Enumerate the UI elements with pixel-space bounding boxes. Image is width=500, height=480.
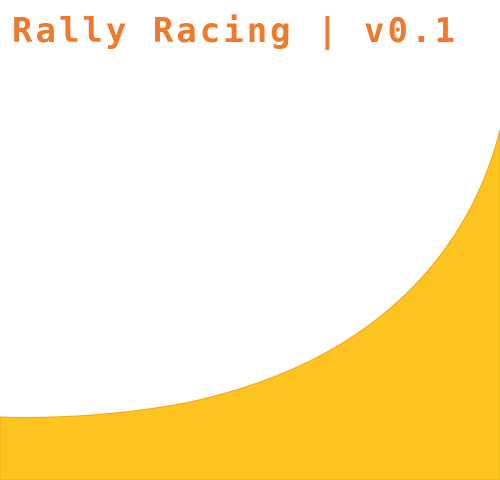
game-title: Rally Racing | v0.1 [12, 11, 458, 51]
terrain-curve [0, 129, 500, 480]
